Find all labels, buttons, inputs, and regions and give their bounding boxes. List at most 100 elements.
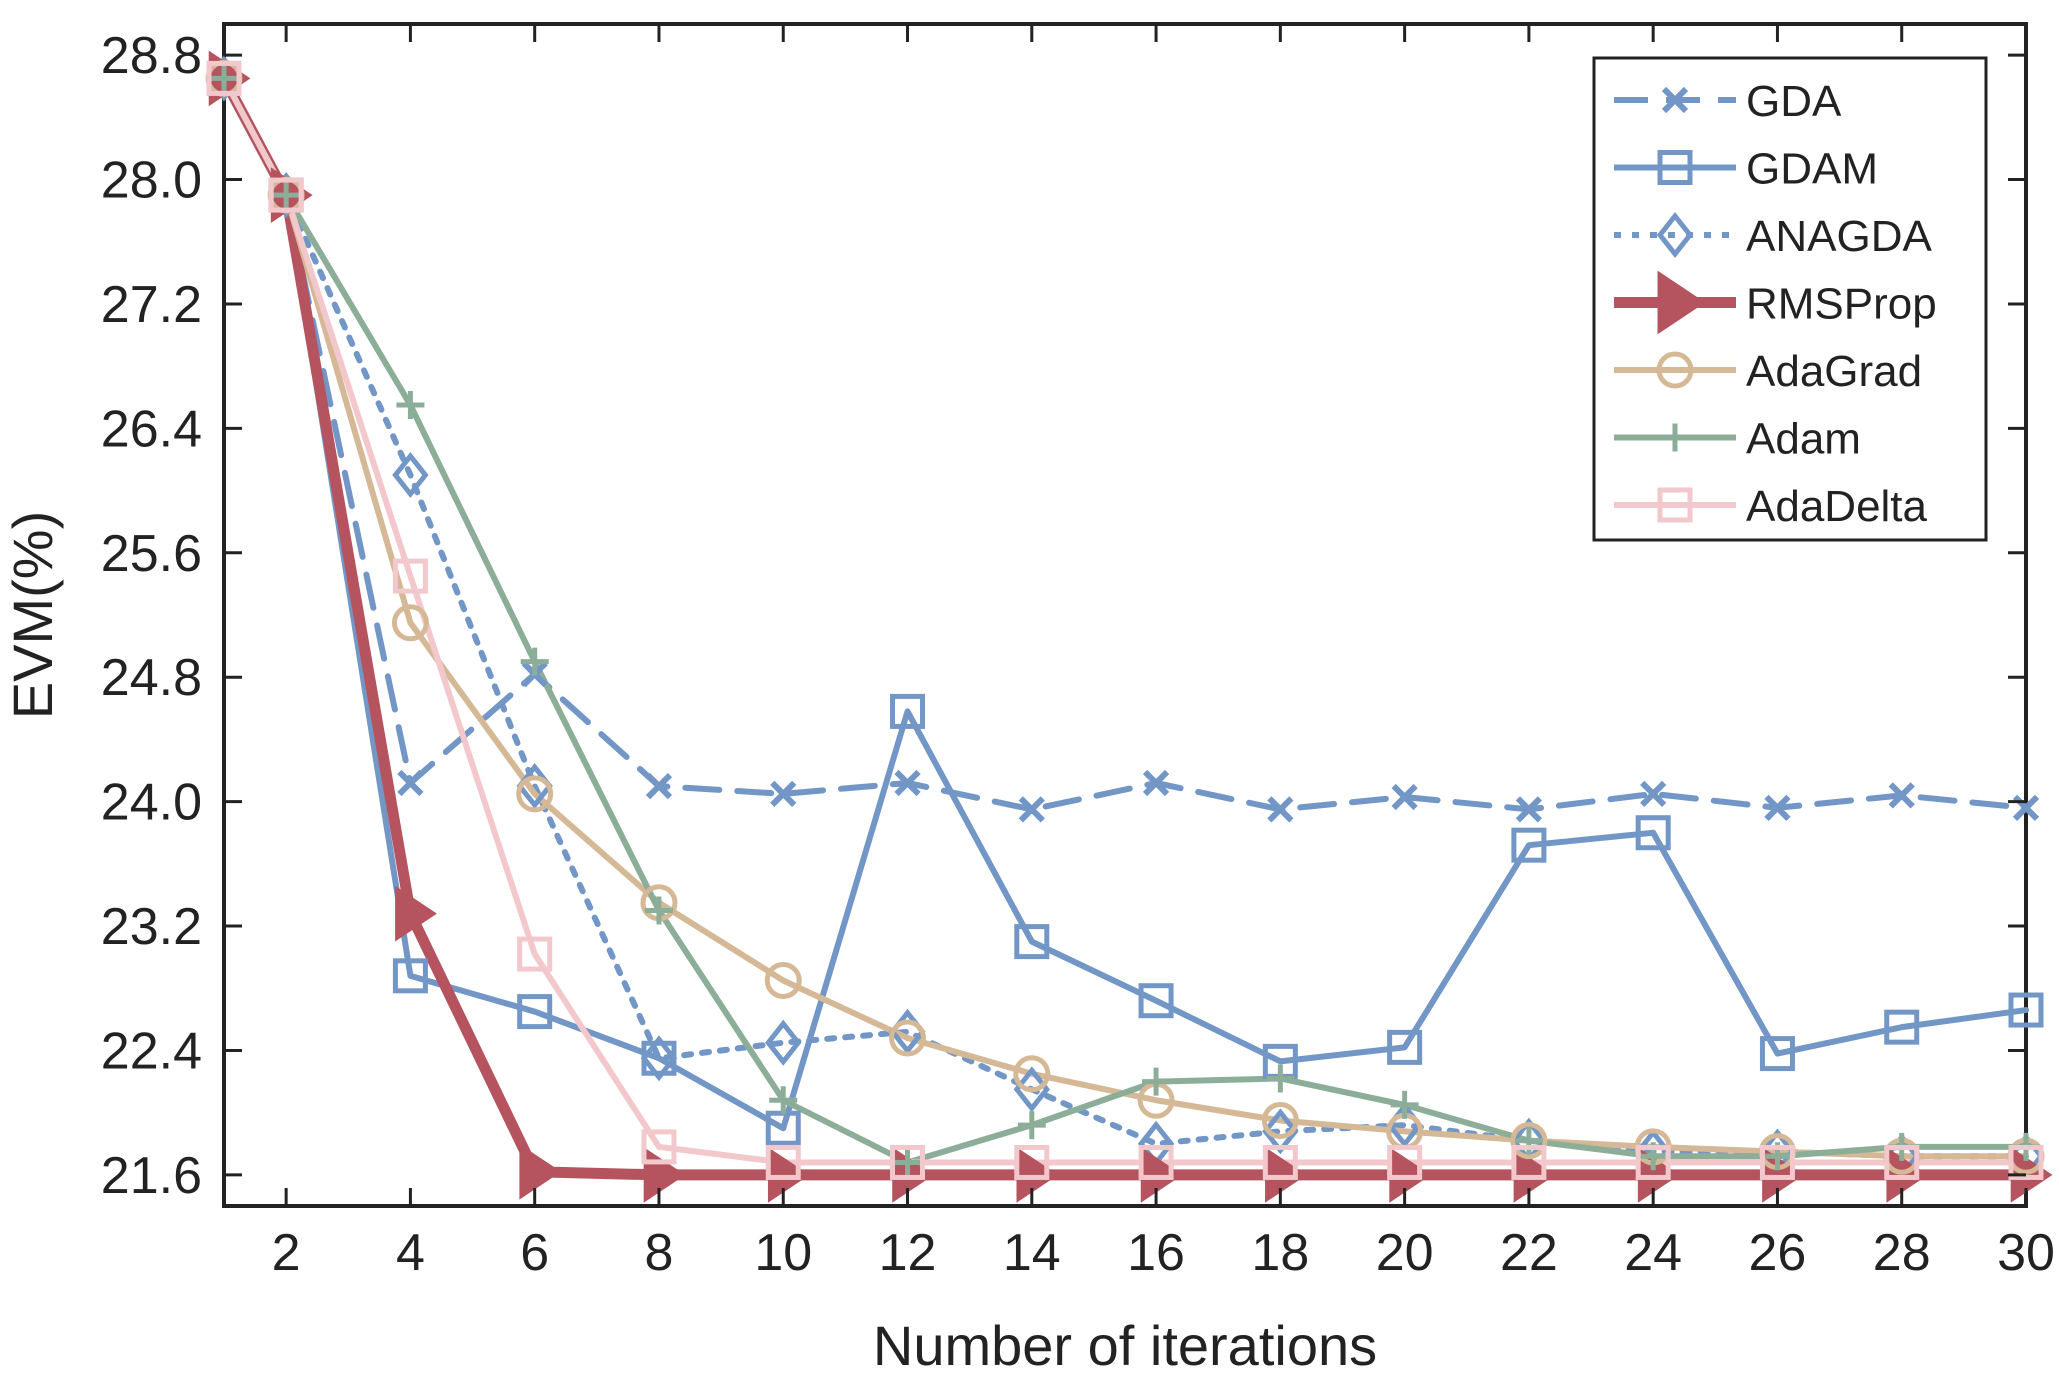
x-tick-label: 8 [645, 1224, 674, 1282]
square-marker [392, 558, 428, 594]
plus-marker [769, 1086, 798, 1115]
x-tick-label: 26 [1749, 1224, 1807, 1282]
triangle-marker [1265, 1147, 1307, 1203]
plus-marker [644, 896, 673, 925]
series-layer [218, 72, 2032, 1181]
square-marker [1262, 1144, 1298, 1180]
square-marker [1657, 487, 1693, 523]
legend: GDA GDAM ANAGDA RMSProp AdaGrad Adam AdaDelta [1592, 56, 1988, 542]
x-marker [397, 769, 424, 797]
diamond-marker [640, 1035, 678, 1082]
x-tick-label: 18 [1251, 1224, 1309, 1282]
legend-item-adadelta: AdaDelta [1614, 482, 1928, 531]
y-tick-label: 28.0 [101, 152, 202, 210]
square-marker [765, 1144, 801, 1180]
x-marker [645, 772, 673, 800]
triangle-marker [1389, 1147, 1432, 1203]
x-marker [1640, 780, 1667, 807]
y-tick-label: 27.2 [101, 276, 202, 334]
y-tick-label: 26.4 [101, 400, 202, 458]
triangle-marker [395, 885, 437, 942]
legend-item-gdam: GDAM [1614, 145, 1878, 194]
series-line-adagrad [221, 75, 2029, 1160]
x-marker [1888, 782, 1915, 809]
x-marker [1018, 796, 1045, 823]
triangle-marker [767, 1147, 810, 1203]
y-tick-label: 25.6 [101, 525, 202, 583]
circle-marker [764, 961, 802, 999]
circle-marker [889, 1019, 927, 1057]
x-marker [770, 780, 797, 807]
y-tick-label: 21.6 [101, 1147, 202, 1205]
x-tick-label: 16 [1127, 1224, 1185, 1282]
x-tick-label: 14 [1003, 1224, 1061, 1282]
legend-label: RMSProp [1746, 280, 1937, 329]
series-markers-adadelta [206, 60, 2044, 1180]
square-marker [2008, 992, 2044, 1028]
square-marker [392, 958, 428, 994]
triangle-marker [643, 1147, 686, 1203]
x-marker [1391, 783, 1418, 811]
plus-marker [1514, 1126, 1543, 1155]
x-tick-label: 6 [520, 1224, 549, 1282]
x-tick-label: 24 [1624, 1224, 1682, 1282]
square-marker [1657, 150, 1693, 185]
square-marker [1387, 1029, 1423, 1065]
x-marker [1515, 796, 1543, 823]
legend-item-adam: Adam [1614, 415, 1861, 464]
circle-marker [1656, 351, 1694, 389]
x-tick-label: 30 [1997, 1224, 2055, 1282]
x-tick-label: 12 [879, 1224, 937, 1282]
legend-item-gda: GDA [1614, 77, 1842, 126]
plus-marker [210, 64, 238, 93]
square-marker [1635, 815, 1671, 851]
legend-label: GDAM [1746, 145, 1878, 194]
triangle-marker [519, 1143, 562, 1200]
x-axis-title: Number of iterations [873, 1314, 1377, 1377]
series-line-rmsprop [218, 72, 2032, 1181]
triangle-marker [1657, 270, 1706, 335]
y-tick-label: 28.8 [101, 27, 202, 85]
square-marker [1635, 1144, 1671, 1180]
square-marker [1759, 1036, 1795, 1072]
diamond-marker [392, 451, 429, 499]
legend-item-adagrad: AdaGrad [1614, 347, 1922, 396]
square-marker [1884, 1009, 1920, 1045]
plus-marker [520, 647, 549, 676]
x-tick-label: 2 [272, 1224, 301, 1282]
y-axis-title: EVM(%) [1, 511, 64, 719]
square-marker [517, 936, 553, 972]
diamond-marker [1656, 211, 1694, 259]
series-line-gdam [221, 75, 2029, 1132]
square-marker [1014, 1144, 1050, 1180]
legend-label: GDA [1746, 77, 1842, 126]
x-marker [1142, 769, 1170, 797]
plus-marker [1266, 1064, 1295, 1093]
y-tick-label: 24.8 [101, 649, 202, 707]
square-marker [641, 1129, 677, 1165]
plus-marker [1661, 423, 1689, 452]
markers-layer [205, 50, 2053, 1203]
circle-marker [1261, 1101, 1299, 1139]
plus-marker [893, 1148, 922, 1177]
square-marker [1511, 827, 1547, 863]
square-marker [1138, 1144, 1174, 1180]
x-tick-label: 20 [1376, 1224, 1434, 1282]
series-line-gda [221, 75, 2029, 813]
legend-item-rmsprop: RMSProp [1614, 270, 1937, 335]
circle-marker [391, 604, 429, 642]
x-tick-label: 28 [1873, 1224, 1931, 1282]
legend-label: AdaGrad [1746, 347, 1922, 396]
diamond-marker [765, 1019, 802, 1066]
x-tick-label: 4 [396, 1224, 425, 1282]
x-marker [894, 769, 921, 797]
axes-layer [222, 22, 2028, 1208]
series-markers-adam [210, 64, 2040, 1177]
x-marker [1764, 794, 1791, 821]
x-marker [1267, 796, 1294, 823]
square-marker [1387, 1144, 1423, 1180]
square-marker [890, 693, 926, 729]
square-marker [1014, 924, 1050, 960]
series-line-adadelta [221, 75, 2029, 1166]
legend-label: AdaDelta [1746, 482, 1928, 531]
